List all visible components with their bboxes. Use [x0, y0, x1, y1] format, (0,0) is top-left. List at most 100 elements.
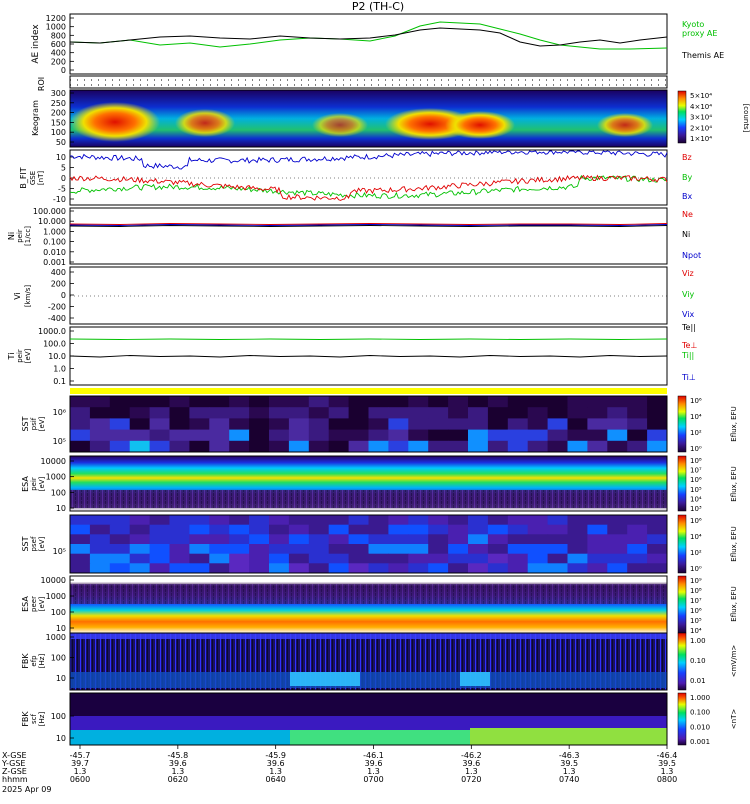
spectrogram-cell	[607, 515, 628, 526]
xtick-label-x: -45.9	[265, 751, 286, 760]
ytick-label: 10	[56, 153, 66, 162]
spectrogram-cell	[607, 563, 628, 574]
spectrogram-cell	[129, 524, 151, 535]
spectrogram-cell	[348, 396, 369, 408]
xtick-label-x: -46.4	[657, 751, 678, 760]
spectrogram-cell	[487, 553, 509, 564]
spectrogram-cell	[567, 429, 588, 442]
ytick-label: 10	[56, 624, 66, 633]
spectrogram-cell	[567, 407, 588, 419]
temperature-ylabel-2: peir	[16, 349, 24, 363]
colorbar-tick-label: 10²	[690, 429, 702, 437]
sst-ion-cells	[70, 396, 668, 453]
spectrogram-cell	[627, 515, 648, 526]
spectrogram-cell	[527, 534, 549, 545]
spectrogram-cell	[647, 524, 668, 535]
spectrogram-cell	[229, 524, 250, 535]
spectrogram-cell	[288, 440, 310, 453]
fbk-b-frame	[69, 692, 668, 746]
colorbar-tick-label: 10⁹	[690, 577, 702, 585]
spectrogram-cell	[129, 534, 151, 545]
spectrogram-cell	[388, 440, 409, 453]
xtick-label-y: 39.7	[71, 759, 89, 768]
spectrogram-cell	[607, 407, 628, 419]
spectrogram-cell	[368, 429, 389, 442]
xtick-label-z: 1.3	[269, 767, 282, 776]
ytick-label: 5	[61, 164, 66, 173]
spectrogram-cell	[507, 429, 529, 442]
spectrogram-cell	[428, 407, 449, 419]
x-axis: -45.739.71.30600-45.839.61.30620-45.939.…	[70, 745, 678, 784]
spectrogram-cell	[567, 440, 588, 453]
spectrogram-cell	[308, 407, 330, 419]
spectrogram-cell	[189, 524, 210, 535]
ae-legend-themis: Themis AE	[681, 51, 724, 60]
fbk-b-yticks: 100 10	[51, 712, 74, 743]
density-ylabel-3: [1/cc]	[24, 226, 32, 246]
spectrogram-cell	[428, 396, 449, 408]
spectrogram-cell	[209, 418, 230, 431]
xtick-label-y: 39.6	[267, 759, 285, 768]
spectrogram-cell	[70, 429, 91, 442]
spectrogram-cell	[348, 534, 369, 545]
fbk-b-colorbar	[677, 692, 687, 746]
spectrogram-cell	[408, 440, 429, 453]
spectrogram-cell	[70, 534, 91, 545]
esa-elec-colorbar	[677, 575, 687, 634]
spectrogram-cell	[209, 544, 230, 555]
velocity-ylabel-2: [km/s]	[24, 285, 32, 308]
bfield-ylabel-3: [nT]	[37, 171, 45, 185]
esa-ion-ylabel-3: [eV]	[38, 476, 46, 491]
spectrogram-cell	[328, 534, 350, 545]
keogram-blob-3	[312, 113, 368, 137]
spectrogram-cell	[229, 553, 250, 564]
spectrogram-cell	[328, 524, 350, 535]
ae-legend-kyoto: Kyoto	[682, 20, 704, 29]
spectrogram-cell	[388, 534, 409, 545]
spectrogram-cell	[149, 396, 170, 408]
xtick-label-z: 1.3	[465, 767, 478, 776]
spectrogram-cell	[348, 553, 369, 564]
xtick-label-x: -45.8	[167, 751, 188, 760]
spectrogram-cell	[388, 407, 409, 419]
colorbar-tick-label: 1.000	[690, 694, 710, 702]
velocity-yticks: 400 200 0 -200 -400	[48, 268, 74, 323]
spectrogram-cell	[408, 396, 429, 408]
spectrogram-cell	[70, 544, 91, 555]
ytick-label: -10	[53, 195, 66, 204]
ytick-label: 10	[56, 734, 66, 743]
colorbar-tick-label: 10⁶	[690, 476, 702, 484]
ae-ylabel: AE index	[31, 24, 41, 64]
spectrogram-cell	[468, 563, 489, 574]
spectrogram-cell	[487, 407, 509, 419]
spectrogram-cell	[209, 429, 230, 442]
spectrogram-cell	[189, 553, 210, 564]
ytick-label: 1200	[46, 14, 66, 23]
spectrogram-cell	[189, 563, 210, 574]
density-ne-line	[69, 223, 668, 225]
sst-ion-ylabel: SST	[21, 416, 30, 431]
spectrogram-cell	[627, 429, 648, 442]
spectrogram-cell	[348, 524, 369, 535]
spectrogram-cell	[70, 553, 91, 564]
spectrogram-cell	[328, 544, 350, 555]
xtick-label-t: 0620	[168, 775, 188, 784]
spectrogram-cell	[109, 429, 131, 442]
spectrogram-cell	[368, 515, 389, 526]
spectrogram-cell	[547, 544, 568, 555]
colorbar-tick-label: 10⁴	[690, 495, 702, 503]
velocity-frame	[69, 266, 668, 325]
xtick-label-t: 0700	[363, 775, 383, 784]
spectrogram-cell	[647, 544, 668, 555]
spectrogram-cell	[269, 418, 290, 431]
temperature-ti-line	[69, 355, 668, 358]
spectrogram-cell	[607, 524, 628, 535]
spectrogram-cell	[149, 524, 170, 535]
spectrogram-cell	[507, 553, 529, 564]
keogram-colorbar	[677, 90, 687, 144]
spectrogram-cell	[647, 515, 668, 526]
spectrogram-cell	[269, 407, 290, 419]
ae-legend-proxy: proxy AE	[682, 29, 717, 38]
